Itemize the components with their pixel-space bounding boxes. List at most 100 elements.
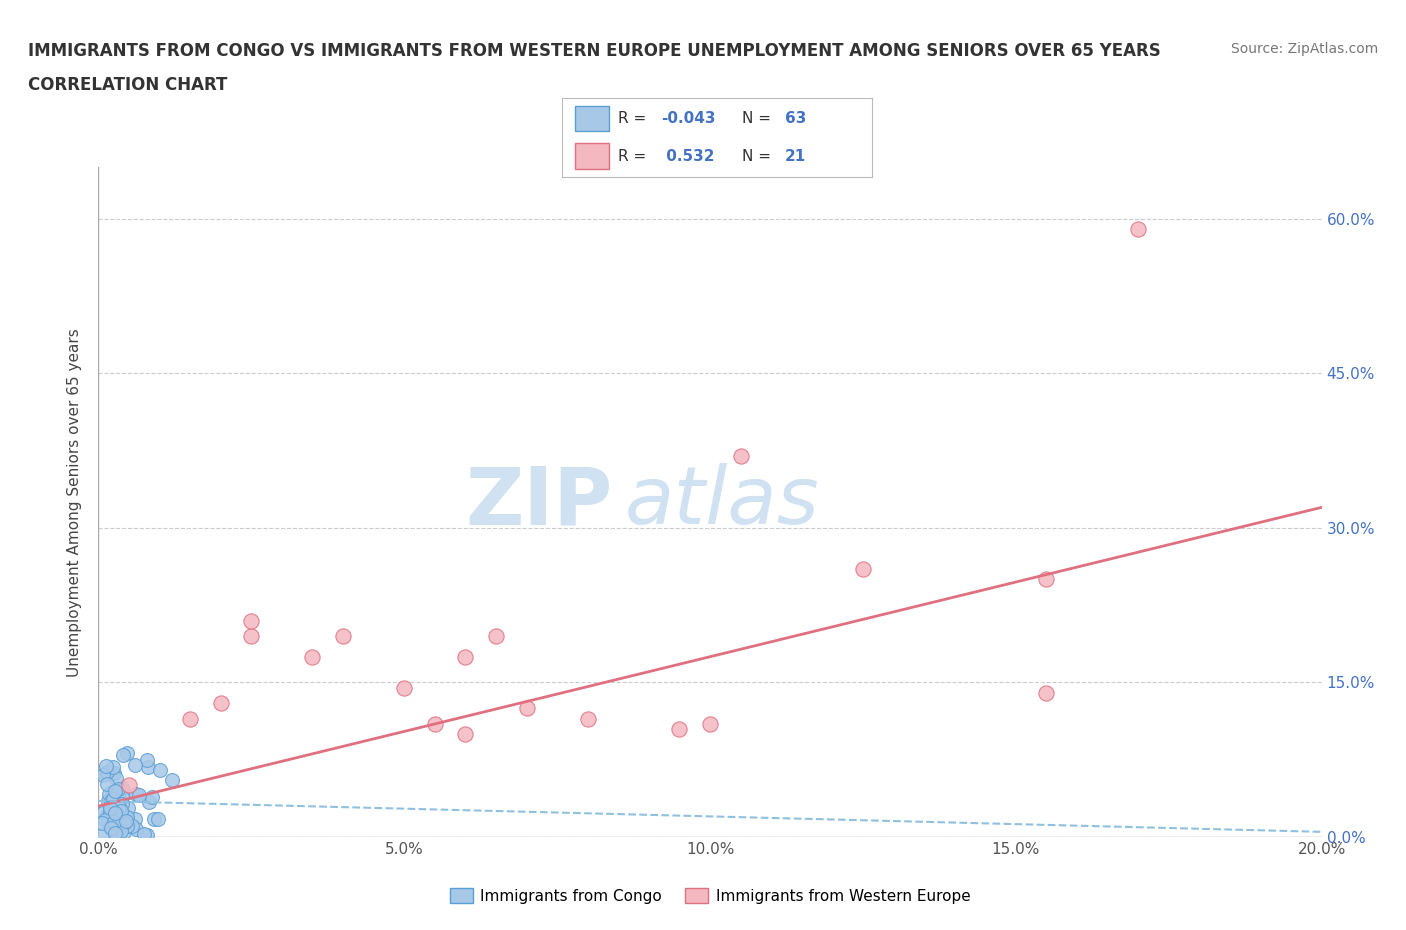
Point bbox=[104, 826, 127, 841]
Point bbox=[454, 726, 477, 741]
Text: -0.043: -0.043 bbox=[661, 112, 716, 126]
Point bbox=[105, 812, 128, 827]
Point bbox=[100, 800, 122, 815]
Point bbox=[104, 770, 127, 785]
Point bbox=[97, 814, 120, 829]
Point bbox=[141, 790, 163, 804]
Point bbox=[91, 816, 114, 830]
Point bbox=[454, 649, 477, 664]
Point bbox=[108, 809, 131, 824]
Text: N =: N = bbox=[742, 112, 776, 126]
Point bbox=[96, 777, 118, 791]
Point bbox=[111, 790, 134, 804]
Point bbox=[96, 764, 118, 779]
Point bbox=[136, 760, 159, 775]
Text: CORRELATION CHART: CORRELATION CHART bbox=[28, 76, 228, 94]
Point bbox=[103, 765, 125, 780]
Point bbox=[94, 766, 117, 781]
Point bbox=[98, 805, 121, 820]
Point bbox=[132, 826, 155, 841]
Point bbox=[91, 805, 114, 820]
Text: N =: N = bbox=[742, 149, 776, 164]
Point bbox=[146, 811, 169, 826]
Point bbox=[392, 680, 416, 695]
Point bbox=[98, 787, 121, 802]
Point bbox=[115, 746, 138, 761]
Point bbox=[110, 824, 132, 839]
Point bbox=[124, 757, 146, 772]
Point bbox=[149, 763, 172, 777]
Point bbox=[699, 716, 721, 731]
Bar bbox=[575, 143, 609, 169]
Point bbox=[516, 701, 538, 716]
Point bbox=[1035, 572, 1057, 587]
Point bbox=[576, 711, 599, 726]
Point bbox=[115, 809, 138, 824]
Point bbox=[110, 804, 132, 818]
Point bbox=[98, 801, 121, 816]
Point bbox=[103, 791, 125, 806]
Text: R =: R = bbox=[619, 149, 651, 164]
Point bbox=[101, 760, 124, 775]
Point bbox=[301, 649, 323, 664]
Point bbox=[160, 773, 183, 788]
Point bbox=[101, 785, 124, 800]
Point bbox=[138, 794, 160, 809]
Text: atlas: atlas bbox=[624, 463, 820, 541]
Point bbox=[91, 767, 114, 782]
Point bbox=[730, 448, 752, 463]
Point bbox=[103, 815, 125, 830]
Point bbox=[240, 629, 263, 644]
Point bbox=[179, 711, 201, 726]
Y-axis label: Unemployment Among Seniors over 65 years: Unemployment Among Seniors over 65 years bbox=[67, 328, 83, 677]
Point bbox=[143, 812, 166, 827]
Point bbox=[108, 787, 131, 802]
Point bbox=[111, 796, 134, 811]
Point bbox=[91, 828, 114, 843]
Point bbox=[112, 825, 135, 840]
Point bbox=[240, 613, 263, 628]
Point bbox=[115, 814, 138, 829]
Text: 0.532: 0.532 bbox=[661, 149, 714, 164]
Point bbox=[852, 562, 875, 577]
Point bbox=[100, 793, 122, 808]
Point bbox=[136, 828, 159, 843]
Point bbox=[107, 781, 129, 796]
Point bbox=[104, 805, 127, 820]
Point bbox=[668, 722, 690, 737]
Point bbox=[118, 778, 141, 793]
Point bbox=[105, 827, 128, 842]
Point bbox=[98, 804, 121, 819]
Point bbox=[1128, 221, 1150, 236]
Point bbox=[112, 816, 135, 830]
Point bbox=[111, 781, 134, 796]
Point bbox=[107, 799, 129, 814]
Point bbox=[97, 793, 120, 808]
Point bbox=[115, 809, 138, 824]
Point bbox=[93, 813, 115, 828]
Point bbox=[1035, 685, 1057, 700]
Point bbox=[136, 752, 159, 767]
Point bbox=[104, 784, 127, 799]
Point bbox=[98, 819, 121, 834]
Point bbox=[125, 787, 148, 802]
Point bbox=[124, 811, 146, 826]
Text: R =: R = bbox=[619, 112, 651, 126]
Point bbox=[96, 759, 118, 774]
Text: ZIP: ZIP bbox=[465, 463, 612, 541]
Point bbox=[100, 820, 122, 835]
Point bbox=[209, 696, 232, 711]
Point bbox=[423, 716, 446, 731]
Point bbox=[101, 795, 124, 810]
Point bbox=[105, 825, 128, 840]
Point bbox=[121, 818, 143, 833]
Text: Source: ZipAtlas.com: Source: ZipAtlas.com bbox=[1230, 42, 1378, 56]
Point bbox=[96, 809, 118, 824]
Bar bbox=[575, 106, 609, 131]
Point bbox=[485, 629, 508, 644]
Legend: Immigrants from Congo, Immigrants from Western Europe: Immigrants from Congo, Immigrants from W… bbox=[444, 882, 976, 910]
Point bbox=[125, 821, 148, 836]
Point bbox=[128, 788, 150, 803]
Text: IMMIGRANTS FROM CONGO VS IMMIGRANTS FROM WESTERN EUROPE UNEMPLOYMENT AMONG SENIO: IMMIGRANTS FROM CONGO VS IMMIGRANTS FROM… bbox=[28, 42, 1161, 60]
Text: 63: 63 bbox=[785, 112, 807, 126]
